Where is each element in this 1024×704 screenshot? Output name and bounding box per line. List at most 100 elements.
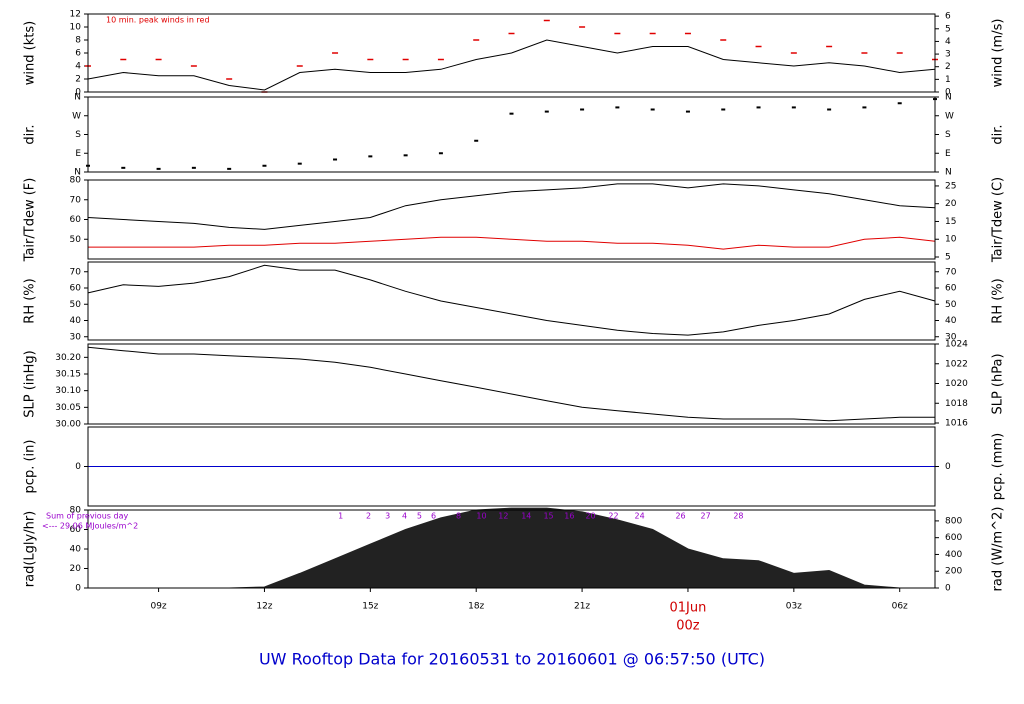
y-tick-label: 30.10 [55, 386, 81, 396]
y2-tick-label: 1 [945, 75, 951, 85]
y-tick-label: 50 [70, 300, 82, 310]
data-point [438, 152, 443, 155]
data-point [721, 108, 726, 111]
x-tick-label: 09z [150, 602, 166, 612]
y-tick-label: 30.05 [55, 403, 81, 413]
data-point [121, 166, 126, 169]
cumulative-label: 28 [733, 512, 743, 521]
cumulative-label: 1 [338, 512, 343, 521]
y2-tick-label: 40 [945, 316, 957, 326]
panel-frame [87, 13, 936, 93]
y2-tick-label: 15 [945, 217, 956, 227]
data-point [544, 110, 549, 113]
y2-tick-label: 70 [945, 267, 957, 277]
y2-tick-label: 200 [945, 567, 962, 577]
y-tick-label: 30 [70, 332, 82, 342]
y-axis-label: dir. [23, 124, 38, 144]
cumulative-label: 24 [635, 512, 645, 521]
y-axis-label: wind (kts) [23, 21, 38, 85]
y2-axis-label: Tair/Tdew (C) [991, 177, 1006, 263]
y2-tick-label: 1018 [945, 399, 968, 409]
y-tick-label: 12 [70, 10, 81, 20]
y-tick-label: 70 [70, 267, 82, 277]
y2-tick-label: 3 [945, 50, 951, 60]
y-tick-label: W [72, 111, 81, 121]
y2-tick-label: N [945, 93, 952, 103]
data-point [862, 106, 867, 109]
y-tick-label: 0 [75, 462, 81, 472]
y2-tick-label: 20 [945, 199, 957, 209]
y2-tick-label: 25 [945, 181, 956, 191]
cumulative-label: 12 [498, 512, 508, 521]
y2-tick-label: 10 [945, 235, 957, 245]
line [87, 264, 936, 336]
y-tick-label: 6 [75, 49, 81, 59]
y2-tick-label: 60 [945, 284, 957, 294]
y-axis-label: SLP (inHg) [23, 350, 38, 418]
y-tick-label: 70 [70, 195, 82, 205]
x-tick-label: 15z [362, 602, 378, 612]
y-tick-label: 10 [70, 23, 82, 33]
y-tick-label: 8 [75, 36, 81, 46]
cumulative-label: 27 [701, 512, 711, 521]
panel-frame [87, 343, 936, 425]
data-point [156, 167, 161, 170]
data-point [827, 108, 832, 111]
line [87, 346, 935, 422]
y-tick-label: 0 [75, 584, 81, 594]
panel-frame [87, 179, 936, 260]
data-point [227, 167, 232, 170]
y-tick-label: E [75, 149, 81, 159]
y2-axis-label: RH (%) [991, 278, 1006, 323]
y-axis-label: rad(Lgly/hr) [23, 511, 38, 587]
y-tick-label: N [74, 93, 81, 103]
y-tick-label: S [75, 130, 81, 140]
y-axis-label: pcp. (in) [23, 440, 38, 494]
y-tick-label: 80 [70, 176, 82, 186]
cumulative-label: 5 [417, 512, 422, 521]
annotation: <--- 29.06 MJoules/m^2 [42, 522, 138, 531]
cumulative-label: 22 [608, 512, 618, 521]
line [87, 183, 936, 230]
cumulative-label: 4 [402, 512, 407, 521]
cumulative-label: 14 [521, 512, 531, 521]
y-tick-label: 50 [70, 235, 82, 245]
y2-tick-label: 5 [945, 253, 951, 263]
y2-tick-label: 6 [945, 12, 951, 22]
x-tick-label: 18z [468, 602, 484, 612]
y-tick-label: 30.00 [55, 420, 81, 430]
panel-frame [87, 509, 936, 589]
cumulative-label: 6 [431, 512, 436, 521]
y-axis-label: Tair/Tdew (F) [23, 178, 38, 263]
y2-tick-label: N [945, 168, 952, 178]
y2-tick-label: 0 [945, 584, 951, 594]
y-tick-label: 80 [70, 506, 82, 516]
annotation: Sum of previous day [46, 512, 128, 521]
data-point [262, 164, 267, 167]
y-tick-label: 40 [70, 545, 82, 555]
y-tick-label: 4 [75, 62, 81, 72]
data-point [333, 158, 338, 161]
y2-tick-label: 1016 [945, 419, 968, 429]
area [88, 507, 935, 589]
y2-axis-label: pcp. (mm) [991, 433, 1006, 500]
data-point [191, 166, 196, 169]
data-point [685, 110, 690, 113]
y2-tick-label: S [945, 130, 951, 140]
page-title: UW Rooftop Data for 20160531 to 20160601… [259, 650, 765, 669]
cumulative-label: 20 [585, 512, 595, 521]
data-point [897, 102, 902, 105]
data-point [297, 162, 302, 165]
line [87, 39, 936, 91]
cumulative-label: 16 [564, 512, 574, 521]
x-tick-label: 03z [786, 602, 802, 612]
panel-frame [87, 261, 936, 341]
y2-tick-label: 600 [945, 533, 962, 543]
y2-tick-label: 800 [945, 516, 962, 526]
data-point [580, 108, 585, 111]
x-tick-label: 06z [892, 602, 908, 612]
x-tick-label: 21z [574, 602, 590, 612]
y-tick-label: N [74, 168, 81, 178]
cumulative-label: 10 [476, 512, 486, 521]
